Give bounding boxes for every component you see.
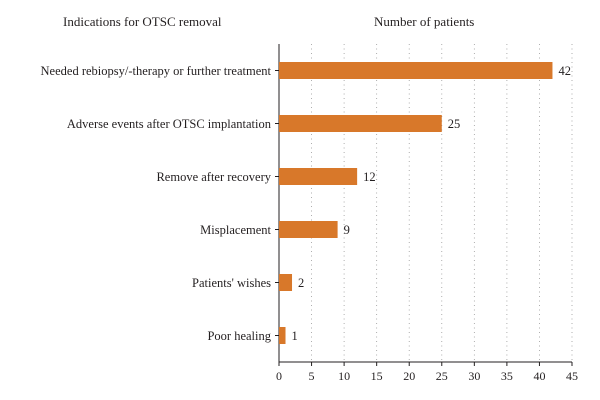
bar — [279, 62, 553, 79]
x-tick-label: 10 — [338, 369, 350, 383]
x-tick-label: 35 — [501, 369, 513, 383]
category-label: Poor healing — [207, 329, 271, 343]
x-tick-label: 25 — [436, 369, 448, 383]
bar — [279, 168, 358, 185]
x-tick-label: 40 — [533, 369, 545, 383]
value-label: 1 — [292, 329, 298, 343]
value-axis-header: Number of patients — [374, 14, 475, 29]
category-label: Adverse events after OTSC implantation — [67, 117, 272, 131]
x-tick-label: 30 — [468, 369, 480, 383]
bar — [279, 274, 293, 291]
value-label: 42 — [558, 64, 571, 78]
category-label: Remove after recovery — [156, 170, 271, 184]
x-tick-label: 45 — [566, 369, 578, 383]
x-tick-label: 5 — [309, 369, 315, 383]
value-label: 12 — [363, 170, 376, 184]
bar — [279, 221, 338, 238]
bar — [279, 327, 286, 344]
value-label: 2 — [298, 276, 304, 290]
category-label: Patients' wishes — [192, 276, 271, 290]
bar — [279, 115, 442, 132]
category-label: Needed rebiopsy/-therapy or further trea… — [41, 64, 272, 78]
x-tick-label: 15 — [371, 369, 383, 383]
value-label: 25 — [448, 117, 461, 131]
category-axis-header: Indications for OTSC removal — [63, 14, 222, 29]
value-label: 9 — [344, 223, 350, 237]
x-tick-label: 0 — [276, 369, 282, 383]
category-label: Misplacement — [200, 223, 271, 237]
x-tick-label: 20 — [403, 369, 415, 383]
